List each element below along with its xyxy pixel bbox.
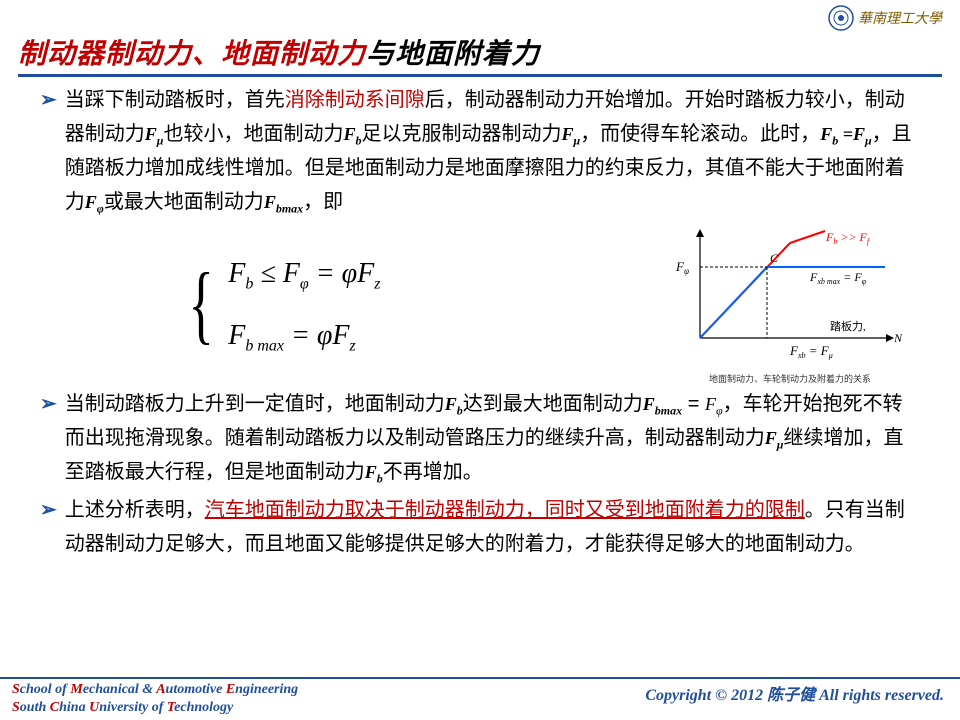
svg-text:N: N [893,331,903,345]
footer-left: School of Mechanical & Automotive Engine… [12,681,298,716]
bullet-icon: ➢ [40,83,57,219]
university-mark: 華南理工大學 [828,5,942,31]
svg-text:踏板力,: 踏板力, [830,319,866,333]
page-title: 制动器制动力、地面制动力与地面附着力 [18,38,540,69]
bullet-icon: ➢ [40,493,57,561]
footer-right: Copyright © 2012 陈子健 All rights reserved… [645,681,944,705]
bullet-2: ➢ 当制动踏板力上升到一定值时，地面制动力Fb达到最大地面制动力Fbmax = … [40,387,920,489]
formula: { Fb ≤ Fφ = φFz Fb max = φFz [180,250,380,360]
content: ➢ 当踩下制动踏板时，首先消除制动系间隙后，制动器制动力开始增加。开始时踏板力较… [0,83,960,561]
university-name: 華南理工大學 [858,8,942,28]
formula-line-1: Fb ≤ Fφ = φFz [228,250,380,298]
university-seal-icon [828,5,854,31]
chart-wrap: Fφ C Fb >> Ff Fxb max = Fφ 踏板力, N Fxb = … [670,223,910,387]
brake-force-chart: Fφ C Fb >> Ff Fxb max = Fφ 踏板力, N Fxb = … [670,223,910,363]
para-2: 当制动踏板力上升到一定值时，地面制动力Fb达到最大地面制动力Fbmax = Fφ… [65,387,920,489]
svg-text:Fb >> Ff: Fb >> Ff [825,230,871,246]
header: 華南理工大學 [0,0,960,32]
chart-caption: 地面制动力、车轮制动力及附着力的关系 [670,372,910,387]
title-underline [18,74,942,77]
para-1: 当踩下制动踏板时，首先消除制动系间隙后，制动器制动力开始增加。开始时踏板力较小，… [65,83,920,219]
title-row: 制动器制动力、地面制动力与地面附着力 [0,32,960,72]
bullet-1: ➢ 当踩下制动踏板时，首先消除制动系间隙后，制动器制动力开始增加。开始时踏板力较… [40,83,920,219]
svg-text:C: C [770,251,779,265]
formula-and-chart: { Fb ≤ Fφ = φFz Fb max = φFz [180,223,900,387]
bullet-icon: ➢ [40,387,57,489]
svg-text:Fxb max = Fφ: Fxb max = Fφ [809,270,867,286]
bullet-3: ➢ 上述分析表明，汽车地面制动力取决于制动器制动力，同时又受到地面附着力的限制。… [40,493,920,561]
footer: School of Mechanical & Automotive Engine… [0,677,960,720]
svg-text:Fxb = Fμ: Fxb = Fμ [789,343,833,360]
para-3: 上述分析表明，汽车地面制动力取决于制动器制动力，同时又受到地面附着力的限制。只有… [65,493,920,561]
svg-text:Fφ: Fφ [675,259,689,276]
formula-line-2: Fb max = φFz [228,312,380,360]
